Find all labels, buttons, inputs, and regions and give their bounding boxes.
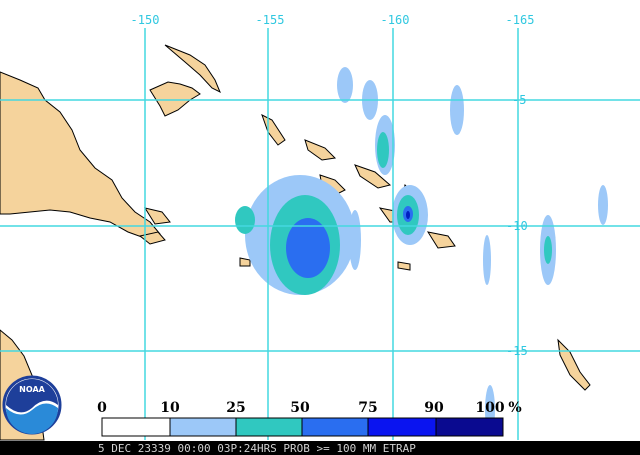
lat-label: -10 bbox=[506, 219, 528, 233]
legend-label: 100 bbox=[475, 400, 504, 416]
lon-label: -160 bbox=[381, 13, 410, 27]
probability-field bbox=[235, 67, 608, 435]
logo-text: NOAA bbox=[19, 385, 45, 394]
caption-bar bbox=[0, 441, 640, 455]
legend-label: 75 bbox=[358, 400, 377, 416]
legend-label: 50 bbox=[290, 400, 310, 416]
lat-label: -5 bbox=[512, 93, 526, 107]
caption: 5 DEC 23339 00:00 03P:24HRS PROB >= 100 … bbox=[98, 442, 416, 455]
lon-label: -155 bbox=[256, 13, 285, 27]
legend-label: 90 bbox=[424, 400, 444, 416]
noaa-logo: NOAA bbox=[2, 375, 62, 435]
lon-label: -165 bbox=[506, 13, 535, 27]
legend: 0 10 25 50 75 90 100 % bbox=[97, 400, 522, 437]
graticule bbox=[0, 28, 640, 440]
lon-label: -150 bbox=[131, 13, 160, 27]
lat-label: -15 bbox=[506, 344, 528, 358]
legend-label: 25 bbox=[226, 400, 245, 416]
legend-label: 10 bbox=[160, 400, 180, 416]
legend-label: 0 bbox=[97, 400, 107, 416]
legend-unit: % bbox=[508, 400, 521, 416]
